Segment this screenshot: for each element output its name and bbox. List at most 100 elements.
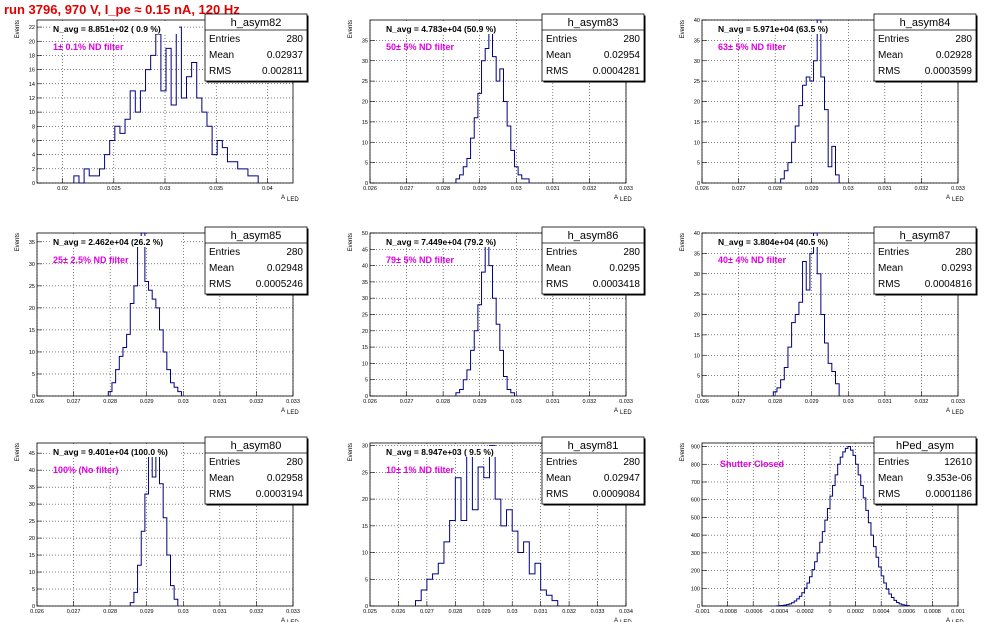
mean-label: Mean (209, 263, 234, 274)
histogram-bin (822, 532, 825, 606)
x-axis-subscript: LED (287, 197, 299, 203)
mean-label: Mean (209, 473, 234, 484)
histogram-bin (460, 175, 464, 183)
rms-value: 0.0004816 (925, 279, 973, 290)
x-tick-label: 0.031 (546, 186, 560, 192)
histogram-bin (786, 605, 789, 606)
x-tick-label: -0.0006 (744, 609, 763, 615)
histogram-bin (130, 603, 134, 606)
y-tick-label: 35 (29, 485, 35, 491)
histogram-bin (485, 243, 489, 396)
histogram-bin (105, 155, 110, 183)
y-tick-label: 35 (29, 240, 35, 246)
histogram-bin (858, 475, 861, 606)
histogram-bin (421, 590, 427, 606)
y-tick-label: 15 (694, 120, 700, 126)
y-tick-label: 5 (697, 161, 700, 167)
x-axis-title: A (946, 195, 950, 201)
histogram-bin (799, 106, 803, 183)
x-tick-label: 0.031 (546, 399, 560, 405)
y-tick-label: 15 (29, 328, 35, 334)
mean-label: Mean (878, 50, 903, 61)
histogram-bin (160, 330, 164, 396)
histogram-bin (456, 393, 460, 396)
histogram-bin (489, 446, 495, 606)
entries-label: Entries (546, 247, 577, 258)
histogram-bin (120, 133, 125, 183)
x-tick-label: 0.03 (843, 186, 854, 192)
rms-value: 0.0005246 (256, 279, 304, 290)
histogram-bin (512, 531, 518, 606)
histogram-bin (170, 383, 174, 396)
mean-value: 0.02947 (604, 473, 641, 484)
histogram-bin (529, 574, 535, 606)
histogram-bin (243, 169, 248, 183)
y-tick-label: 30 (29, 262, 35, 268)
n-avg-label: N_avg = 3.804e+04 (40.5 %) (718, 237, 828, 247)
y-tick-label: 5 (32, 372, 35, 378)
histogram-bin (130, 91, 135, 183)
histogram-bin (884, 583, 887, 606)
histogram-bin (163, 352, 167, 396)
histogram-bin (845, 448, 848, 606)
y-tick-label: 30 (694, 272, 700, 278)
filter-label: 40± 4% ND filter (718, 255, 786, 265)
histogram-panel-h_asym83: 0.026 0.027 0.028 0.029 0.03 0.031 0.032 0.033 0… (348, 13, 646, 203)
x-tick-label: 0.032 (562, 609, 576, 615)
mean-label: Mean (878, 263, 903, 274)
histogram-line (780, 19, 840, 183)
histogram-bin (866, 510, 869, 606)
histogram-bin (134, 592, 138, 606)
histogram-bin (238, 169, 243, 183)
histogram-bin (130, 303, 134, 396)
histogram-bin (810, 81, 814, 183)
histogram-bin (897, 602, 900, 606)
histogram-bin (827, 509, 830, 606)
n-avg-label: N_avg = 2.462e+04 (26.2 %) (53, 237, 163, 247)
histogram-bin (795, 126, 799, 183)
histogram-bin (503, 102, 507, 184)
histogram-bin (850, 450, 853, 606)
y-axis-title: Events (680, 443, 686, 461)
mean-label: Mean (546, 473, 571, 484)
y-tick-label: 15 (29, 553, 35, 559)
histogram-bin (141, 531, 145, 606)
entries-label: Entries (209, 34, 240, 45)
histogram-bin (463, 167, 467, 183)
entries-label: Entries (878, 457, 909, 468)
y-tick-label: 0 (365, 604, 368, 610)
rms-label: RMS (546, 66, 569, 77)
x-tick-label: 0.032 (583, 186, 597, 192)
histogram-bin (416, 601, 422, 606)
histogram-bin (894, 600, 897, 606)
x-axis-subscript: LED (952, 410, 964, 416)
y-tick-label: 700 (691, 480, 700, 486)
mean-value: 0.02954 (604, 50, 641, 61)
histogram-bin (815, 562, 818, 606)
histogram-bin (501, 526, 507, 606)
histogram-bin (145, 494, 149, 606)
histogram-bin (871, 535, 874, 606)
x-tick-label: 0.033 (951, 186, 965, 192)
rms-label: RMS (209, 489, 232, 500)
mean-value: 9.353e-06 (927, 473, 972, 484)
histogram-panel-h_asym84: 0.026 0.027 0.028 0.029 0.03 0.031 0.032 0.033 0… (680, 13, 978, 203)
y-tick-label: 35 (694, 38, 700, 44)
y-tick-label: 20 (362, 497, 368, 503)
entries-label: Entries (878, 34, 909, 45)
histogram-bin (812, 570, 815, 606)
mean-value: 0.02928 (936, 50, 973, 61)
y-tick-label: 25 (362, 313, 368, 319)
x-axis-subscript: LED (952, 620, 964, 622)
histogram-bin (112, 383, 116, 396)
y-tick-label: 20 (362, 100, 368, 106)
histogram-bin (507, 389, 511, 396)
x-tick-label: 0.032 (583, 399, 597, 405)
entries-label: Entries (546, 34, 577, 45)
n-avg-label: N_avg = 5.971e+04 (63.5 %) (718, 24, 828, 34)
x-tick-label: 0.025 (363, 609, 377, 615)
histogram-bin (489, 28, 493, 183)
histogram-bin (140, 91, 145, 183)
histogram-line (129, 449, 179, 606)
histogram-bin (525, 179, 529, 183)
